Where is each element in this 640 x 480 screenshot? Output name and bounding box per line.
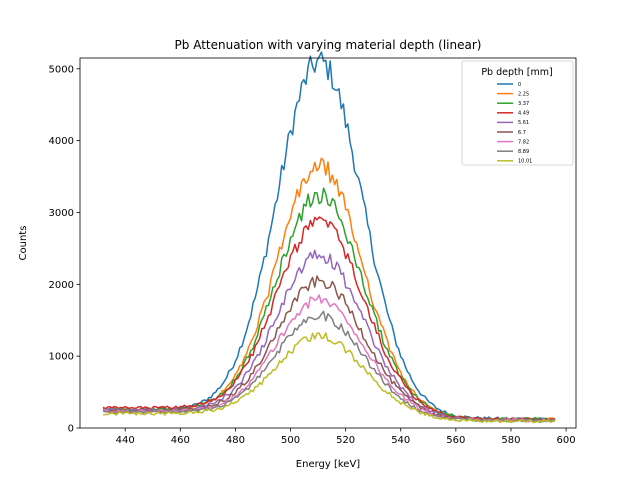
x-tick-label: 500 <box>281 435 300 446</box>
legend-label: 3.37 <box>518 101 529 107</box>
x-axis-label: Energy [keV] <box>296 459 361 470</box>
y-tick-label: 4000 <box>49 136 74 147</box>
y-axis: 0 1000 2000 3000 4000 5000 <box>49 64 80 435</box>
x-tick-label: 600 <box>557 435 576 446</box>
legend-label: 2.25 <box>518 91 529 97</box>
y-tick-label: 3000 <box>49 208 74 219</box>
x-tick-label: 460 <box>171 435 190 446</box>
y-axis-label: Counts <box>18 226 29 261</box>
legend-title: Pb depth [mm] <box>481 67 552 78</box>
series-line-10.01 <box>102 332 556 424</box>
x-tick-label: 440 <box>116 435 135 446</box>
x-tick-label: 520 <box>336 435 355 446</box>
x-tick-label: 580 <box>501 435 520 446</box>
series-line-8.89 <box>102 310 556 423</box>
plot-area <box>102 51 556 424</box>
legend-label: 7.82 <box>518 139 529 145</box>
y-tick-label: 1000 <box>49 352 74 363</box>
x-axis: 440 460 480 500 520 540 560 580 600 <box>116 428 576 446</box>
legend-items: 0 2.25 3.37 4.49 5.61 6.7 7.82 8.89 10.01 <box>497 82 532 165</box>
y-tick-label: 5000 <box>49 64 74 75</box>
legend-box <box>461 60 574 166</box>
x-tick-label: 480 <box>226 435 245 446</box>
legend-label: 10.01 <box>518 159 532 165</box>
series-line-4.49 <box>102 216 556 422</box>
y-tick-label: 0 <box>68 424 74 435</box>
legend-label: 6.7 <box>518 130 526 136</box>
x-tick-label: 560 <box>446 435 465 446</box>
y-tick-label: 2000 <box>49 280 74 291</box>
x-tick-label: 540 <box>391 435 410 446</box>
chart-title: Pb Attenuation with varying material dep… <box>175 38 482 52</box>
legend: Pb depth [mm] 0 2.25 3.37 4.49 5.61 6.7 7.82 8.… <box>461 60 574 166</box>
legend-label: 8.89 <box>518 149 529 155</box>
legend-label: 4.49 <box>518 111 529 117</box>
axes-frame <box>79 57 577 429</box>
legend-label: 0 <box>518 82 521 88</box>
legend-label: 5.61 <box>518 120 529 126</box>
